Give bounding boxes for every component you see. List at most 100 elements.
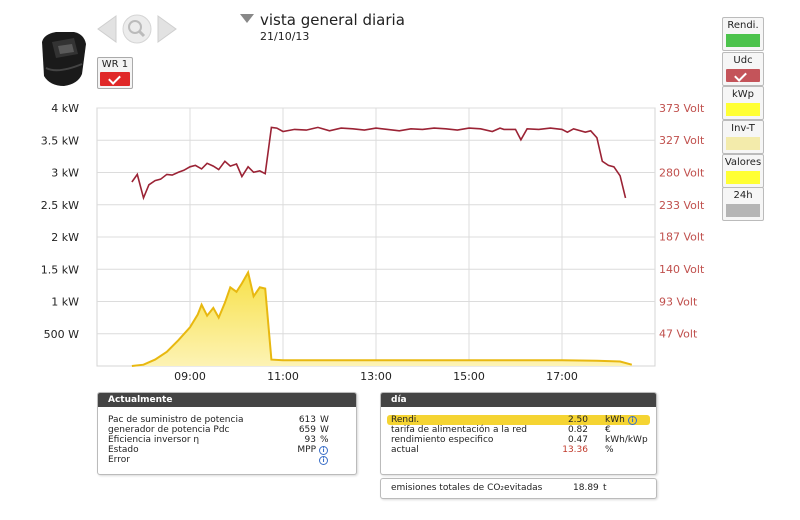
row-unit: kWh/kWp <box>605 435 648 445</box>
row-label: tarifa de alimentación a la red <box>391 425 527 435</box>
row-label: actual <box>391 445 419 455</box>
arrow-left-icon[interactable] <box>96 14 118 44</box>
row-pac: Pac de suministro de potencia 613 W <box>108 415 346 425</box>
toggle-24h[interactable]: 24h <box>722 187 764 221</box>
y-left-tick-label: 2 kW <box>51 231 79 244</box>
row-label: emisiones totales de CO₂evitadas <box>391 483 543 493</box>
y-left-tick-label: 1.5 kW <box>41 263 79 276</box>
inverter-toggle-wr1[interactable]: WR 1 <box>97 57 133 89</box>
toggle-label: Valores <box>724 157 762 168</box>
row-actual: actual 13.36 % <box>387 445 650 455</box>
magnifier-icon[interactable] <box>121 14 153 44</box>
y-left-tick-label: 2.5 kW <box>41 199 79 212</box>
row-value: 13.36 <box>562 445 588 455</box>
y-right-tick-label: 140 Volt <box>659 263 705 276</box>
panel-day: día Rendi. 2.50 kWh i tarifa de alimenta… <box>380 392 657 475</box>
row-specific-yield: rendimiento especifico 0.47 kWh/kWp <box>387 435 650 445</box>
color-swatch <box>726 204 760 217</box>
row-label: Estado <box>108 445 139 455</box>
row-tariff: tarifa de alimentación a la red 0.82 € <box>387 425 650 435</box>
toggle-inv-t[interactable]: Inv-T <box>722 120 764 154</box>
toggle-rendi[interactable]: Rendi. <box>722 17 764 51</box>
y-left-tick-label: 3.5 kW <box>41 134 79 147</box>
color-swatch <box>726 34 760 47</box>
row-label: Error <box>108 455 130 465</box>
row-value: 93 <box>304 435 316 445</box>
y-left-tick-label: 3 kW <box>51 167 79 180</box>
row-label: rendimiento especifico <box>391 435 494 445</box>
row-unit: % <box>605 445 614 455</box>
voltage-line <box>131 126 627 201</box>
row-value: 2.50 <box>567 415 588 425</box>
toggle-valores[interactable]: Valores <box>722 154 764 188</box>
row-label: generador de potencia Pdc <box>108 425 230 435</box>
color-swatch <box>726 103 760 116</box>
checkbox-checked-icon <box>726 69 760 82</box>
voltage-series <box>131 126 627 201</box>
inverter-toggle-label: WR 1 <box>101 59 129 70</box>
row-error: Error i <box>108 455 346 465</box>
row-value: 0.47 <box>567 435 588 445</box>
power-line <box>131 269 633 367</box>
toggle-label: kWp <box>731 89 755 100</box>
checkbox-checked-icon <box>100 72 130 86</box>
row-label: Rendi. <box>391 415 420 425</box>
row-yield: Rendi. 2.50 kWh i <box>387 415 650 425</box>
info-icon[interactable]: i <box>319 456 328 465</box>
y-right-tick-label: 47 Volt <box>659 327 698 340</box>
row-unit: W <box>320 415 329 425</box>
row-unit: t <box>603 483 607 493</box>
panel-title: día <box>381 393 656 407</box>
y-right-tick-label: 373 Volt <box>659 102 705 115</box>
row-unit: kWh <box>605 415 625 425</box>
row-pdc: generador de potencia Pdc 659 W <box>108 425 346 435</box>
row-unit: € <box>605 425 611 435</box>
toggle-udc[interactable]: Udc <box>722 52 764 86</box>
y-right-tick-label: 233 Volt <box>659 199 705 212</box>
y-right-tick-label: 187 Volt <box>659 231 705 244</box>
panel-title: Actualmente <box>98 393 356 407</box>
chart-grid <box>96 107 656 367</box>
row-unit: % <box>320 435 329 445</box>
y-right-tick-label: 93 Volt <box>659 296 698 309</box>
row-label: Pac de suministro de potencia <box>108 415 244 425</box>
triangle-down-icon[interactable] <box>240 14 254 23</box>
x-tick-label: 13:00 <box>360 370 392 383</box>
toggle-label: 24h <box>733 190 753 201</box>
panel-emissions: emisiones totales de CO₂evitadas 18.89 t <box>380 478 657 499</box>
x-tick-label: 15:00 <box>453 370 485 383</box>
page-title: vista general diaria <box>260 11 405 29</box>
row-value: MPP <box>297 445 316 455</box>
panel-current: Actualmente Pac de suministro de potenci… <box>97 392 357 475</box>
toggle-label: Udc <box>733 55 753 66</box>
toggle-kwp[interactable]: kWp <box>722 86 764 120</box>
row-value: 18.89 <box>573 483 599 493</box>
tick-labels: 4 kW 3.5 kW 3 kW 2.5 kW 2 kW 1.5 kW 1 kW 500 W 3… <box>41 102 705 383</box>
x-tick-label: 11:00 <box>267 370 299 383</box>
row-value: 659 <box>298 425 316 435</box>
info-icon[interactable]: i <box>319 446 328 455</box>
info-icon[interactable]: i <box>628 416 637 425</box>
x-tick-label: 09:00 <box>174 370 206 383</box>
row-value: 613 <box>298 415 316 425</box>
color-swatch <box>726 137 760 150</box>
row-value: 0.82 <box>567 425 588 435</box>
row-unit: W <box>320 425 329 435</box>
y-left-tick-label: 4 kW <box>51 102 79 115</box>
toggle-label: Rendi. <box>727 20 759 31</box>
date-label: 21/10/13 <box>260 30 310 43</box>
power-series <box>131 269 633 367</box>
arrow-right-icon[interactable] <box>156 14 178 44</box>
x-tick-label: 17:00 <box>546 370 578 383</box>
inverter-device-icon <box>42 32 86 86</box>
y-left-tick-label: 1 kW <box>51 296 79 309</box>
y-right-tick-label: 280 Volt <box>659 166 705 179</box>
row-efficiency: Eficiencia inversor η 93 % <box>108 435 346 445</box>
row-status: Estado MPP i <box>108 445 346 455</box>
row-emissions: emisiones totales de CO₂evitadas 18.89 t <box>381 479 656 495</box>
y-left-tick-label: 500 W <box>44 328 79 341</box>
row-label: Eficiencia inversor η <box>108 435 200 445</box>
color-swatch <box>726 171 760 184</box>
power-area <box>131 272 632 366</box>
daily-chart: 4 kW 3.5 kW 3 kW 2.5 kW 2 kW 1.5 kW 1 kW 500 W 3… <box>41 102 705 383</box>
